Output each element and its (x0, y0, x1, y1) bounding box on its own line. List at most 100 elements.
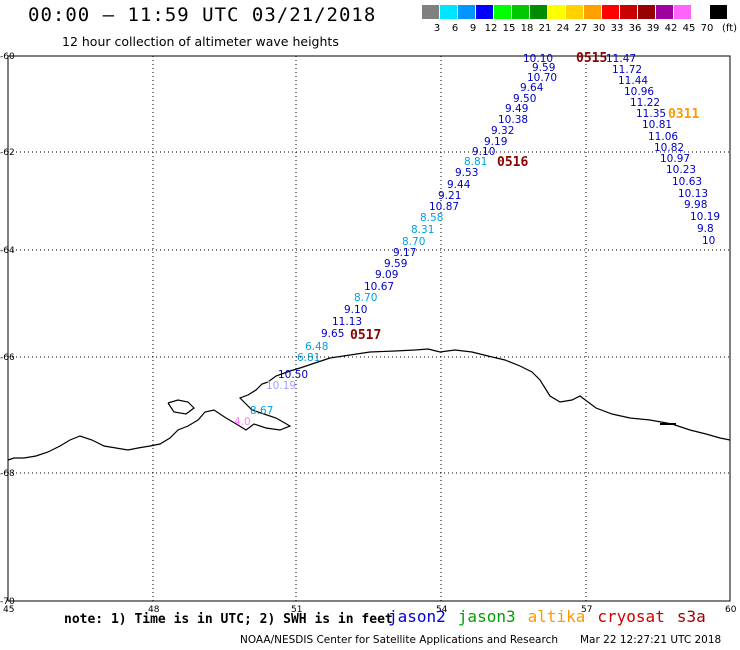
legend-swatch (548, 5, 565, 19)
legend-label: 70 (700, 23, 714, 34)
pass-time-label: 0517 (350, 328, 381, 343)
graticule (8, 56, 730, 601)
swh-reading: 9.53 (455, 167, 478, 179)
swh-reading: 11.47 (606, 53, 636, 65)
swh-reading: 9.09 (375, 269, 398, 281)
legend-swatch (656, 5, 673, 19)
latitude-label: -70 (0, 597, 15, 607)
swh-reading: 8.81 (464, 156, 487, 168)
swh-reading: 10.70 (527, 72, 557, 84)
legend-swatch (692, 5, 709, 19)
latitude-label: -64 (0, 246, 15, 256)
swh-reading: 8.31 (411, 224, 434, 236)
swh-reading: 10.97 (660, 153, 690, 165)
legend-label: 6 (451, 23, 459, 34)
latitude-label: -68 (0, 469, 15, 479)
legend-swatch (566, 5, 583, 19)
legend-swatch (440, 5, 457, 19)
legend-label: 21 (538, 23, 552, 34)
legend-label: 18 (520, 23, 534, 34)
legend-label: 9 (469, 23, 477, 34)
swh-reading: 9.64 (520, 82, 544, 94)
legend-label: 42 (664, 23, 678, 34)
swh-reading: 10.19 (266, 380, 296, 392)
swh-reading: 10.19 (690, 211, 720, 223)
coastline-islet (167, 399, 195, 415)
satellite-cryosat: cryosat (597, 607, 665, 626)
swh-reading: 11.22 (630, 97, 660, 109)
swh-reading: 10.87 (429, 201, 459, 213)
pass-time-label: 0515 (576, 51, 607, 66)
swh-reading: 10.96 (624, 86, 654, 98)
legend-label: 3 (433, 23, 441, 34)
swh-reading: 9.10 (344, 304, 367, 316)
map-title: 00:00 – 11:59 UTC 03/21/2018 (28, 4, 377, 26)
latitude-label: -66 (0, 353, 15, 363)
swh-reading: 10 (702, 235, 715, 247)
legend-label: 12 (484, 23, 498, 34)
swh-reading: 9.49 (505, 103, 528, 115)
swh-reading: 11.35 (636, 108, 666, 120)
swh-reading: 6.48 (305, 341, 328, 353)
coastline-west (7, 381, 292, 461)
swh-reading: 8.70 (354, 292, 377, 304)
pass-time-label: 0311 (668, 107, 699, 122)
legend-label: 24 (556, 23, 570, 34)
legend-swatch (458, 5, 475, 19)
longitude-label: 57 (581, 605, 592, 615)
legend-swatch (674, 5, 691, 19)
latitude-label: -60 (0, 52, 15, 62)
longitude-label: 45 (3, 605, 14, 615)
satellite-jason2: jason2 (388, 607, 446, 626)
longitude-label: 60 (725, 605, 737, 615)
swh-reading: 11.44 (618, 75, 648, 87)
swh-reading: 9.32 (491, 125, 514, 137)
satellite-jason3: jason3 (457, 607, 516, 626)
satellite-legend: jason2 jason3 altika cryosat s3a (388, 607, 718, 626)
swh-reading: 10.10 (523, 53, 553, 65)
swh-reading: 10.13 (678, 188, 708, 200)
swh-reading: 9.21 (438, 190, 461, 202)
legend-unit: (ft) (722, 23, 738, 34)
legend-swatch (476, 5, 493, 19)
legend-swatch (584, 5, 601, 19)
legend-swatch (638, 5, 655, 19)
altimeter-readings: 10.109.5910.709.649.509.4910.389.329.199… (234, 51, 720, 428)
swh-reading: 10.63 (672, 176, 702, 188)
swh-reading: 10.67 (364, 281, 394, 293)
swh-reading: 10.82 (654, 142, 684, 154)
legend-swatch (512, 5, 529, 19)
legend-label: 15 (502, 23, 516, 34)
swh-reading: 9.19 (484, 136, 507, 148)
swh-reading: 9.59 (532, 62, 555, 74)
swh-reading: 9.98 (684, 199, 707, 211)
swh-reading: 8.67 (250, 405, 273, 417)
swh-reading: 9.8 (697, 223, 714, 235)
legend-swatch (602, 5, 619, 19)
legend-label: 45 (682, 23, 696, 34)
swh-reading: 4.0 (234, 416, 251, 428)
swh-reading: 11.13 (332, 316, 362, 328)
map-frame (7, 55, 731, 602)
latitude-label: -62 (0, 148, 15, 158)
swh-reading: 6.81 (297, 352, 320, 364)
longitude-label: 48 (148, 605, 160, 615)
swh-reading: 9.10 (472, 146, 495, 158)
swh-reading: 9.17 (393, 247, 416, 259)
satellite-s3a: s3a (676, 607, 706, 626)
generation-timestamp: Mar 22 12:27:21 UTC 2018 (580, 634, 722, 646)
longitude-label: 51 (291, 605, 302, 615)
legend-label: 36 (628, 23, 642, 34)
swh-reading: 10.38 (498, 114, 528, 126)
legend-label: 27 (574, 23, 588, 34)
swh-reading: 11.72 (612, 64, 642, 76)
longitude-label: 54 (436, 605, 448, 615)
legend-swatch (494, 5, 511, 19)
legend-label: 30 (592, 23, 606, 34)
footer-note: note: 1) Time is in UTC; 2) SWH is in fe… (64, 612, 393, 627)
legend-swatch (530, 5, 547, 19)
legend-label: 39 (646, 23, 660, 34)
coastline (267, 348, 731, 441)
legend-swatch (422, 5, 439, 19)
